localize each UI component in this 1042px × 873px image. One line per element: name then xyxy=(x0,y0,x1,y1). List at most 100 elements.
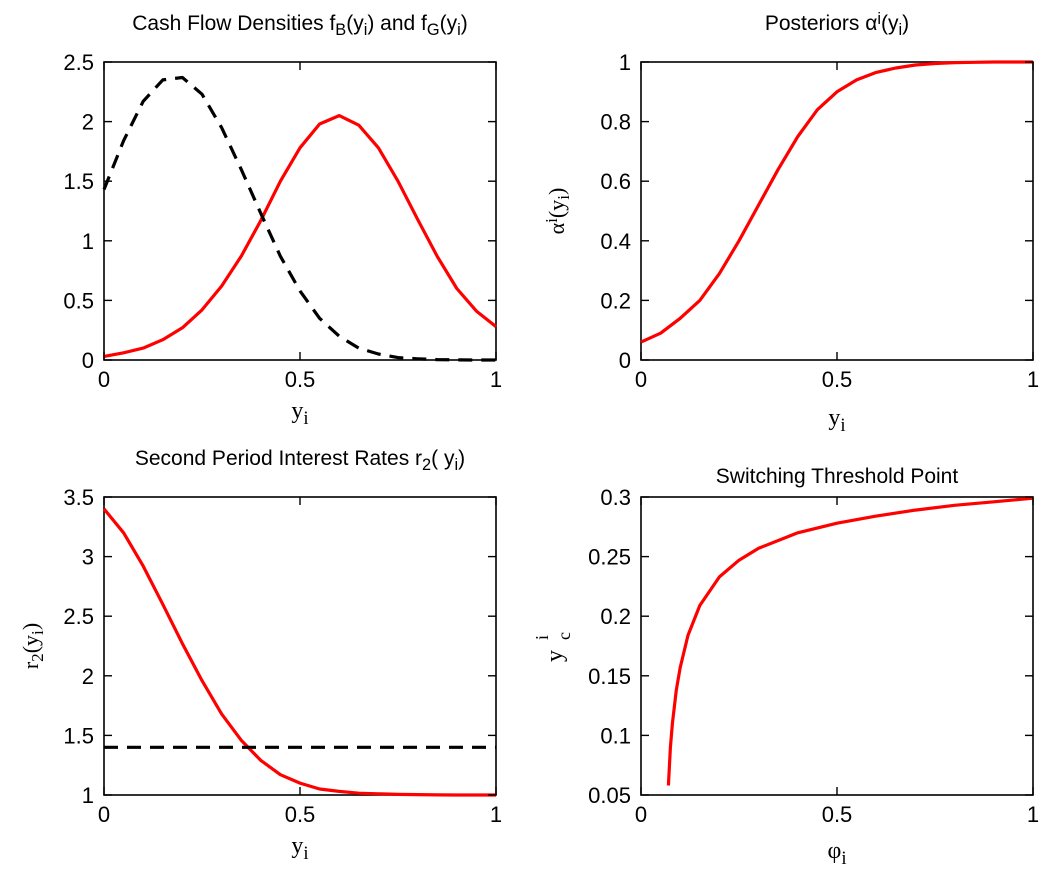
y-tick-label: 2 xyxy=(82,664,94,689)
chart-title-part-0: Switching Threshold Point xyxy=(716,465,959,488)
y-tick-label: 0.2 xyxy=(600,288,631,313)
y-tick-label: 1 xyxy=(82,229,94,254)
chart-title-part-0: Posteriors α xyxy=(765,12,878,35)
chart-title-part-1: i xyxy=(877,10,881,28)
chart-title: Switching Threshold Point xyxy=(716,465,959,488)
y-tick-label: 0 xyxy=(82,348,94,373)
axes-box xyxy=(640,496,1034,796)
solid-series-line-0 xyxy=(640,60,1033,344)
y-tick-label: 2.5 xyxy=(63,604,94,629)
chart-title-part-4: ) and f xyxy=(367,12,427,35)
y-tick-label: 3 xyxy=(82,545,94,570)
x-axis-label-part-0: φ xyxy=(827,838,841,864)
x-axis-label-part-1: i xyxy=(303,408,308,429)
y-axis-label-part-0: α xyxy=(544,222,569,234)
y-tick-label: 1 xyxy=(619,50,631,75)
x-axis-label-part-0: y xyxy=(291,833,303,859)
y-axis-label: αi(yi) xyxy=(542,188,573,235)
y-tick-label: 2.5 xyxy=(63,50,94,75)
chart-title-part-3: i xyxy=(454,456,458,474)
y-tick-label: 0.8 xyxy=(600,110,631,135)
x-axis-label-part-1: i xyxy=(841,848,846,869)
x-tick-label: 0 xyxy=(635,367,647,392)
y-tick-label: 0.4 xyxy=(600,229,631,254)
x-tick-label: 0 xyxy=(98,367,110,392)
y-tick-label: 0.15 xyxy=(588,664,631,689)
x-tick-label: 1 xyxy=(490,802,502,827)
x-tick-label: 0.5 xyxy=(285,802,316,827)
y-axis-label: r2(yi) xyxy=(18,623,47,669)
chart-title-part-2: ( y xyxy=(431,447,455,470)
x-tick-label: 0.5 xyxy=(822,367,853,392)
y-tick-label: 0.5 xyxy=(63,288,94,313)
chart-title: Cash Flow Densities fB(yi) and fG(yi) xyxy=(132,12,468,39)
y-axis-label-sup: i xyxy=(532,635,552,640)
x-tick-label: 1 xyxy=(490,367,502,392)
y-axis-label-part-1: i xyxy=(542,218,561,223)
x-axis-label-part-1: i xyxy=(840,415,845,436)
chart-title-part-1: B xyxy=(335,21,346,39)
x-tick-label: 1 xyxy=(1027,367,1039,392)
chart-title: Posteriors αi(yi) xyxy=(765,10,909,39)
y-axis-label-part-2: (y xyxy=(18,635,43,653)
dashed-series-line-1 xyxy=(102,75,496,362)
x-axis-label: yi xyxy=(828,405,845,436)
chart-title-part-2: (y xyxy=(881,12,899,35)
axes-box xyxy=(640,61,1034,361)
y-axis-label-part-2: (y xyxy=(544,200,569,218)
y-tick-label: 1 xyxy=(82,783,94,808)
y-axis-label-text: r2(yi) xyxy=(18,623,47,669)
chart-title: Second Period Interest Rates r2( yi) xyxy=(135,447,465,474)
y-tick-label: 3.5 xyxy=(63,485,94,510)
x-tick-label: 1 xyxy=(1027,802,1039,827)
solid-series-line-0 xyxy=(102,507,496,797)
chart-title-part-6: (y xyxy=(440,12,458,35)
y-axis-label-text: αi(yi) xyxy=(542,188,573,235)
y-tick-label: 1.5 xyxy=(63,723,94,748)
chart-title-part-3: i xyxy=(364,21,368,39)
chart-title-part-7: i xyxy=(457,21,461,39)
y-axis-label-part-0: r xyxy=(18,661,43,669)
y-axis-label-part-3: i xyxy=(28,630,47,635)
chart-title-part-1: 2 xyxy=(422,456,431,474)
chart-title-part-2: (y xyxy=(346,12,364,35)
y-axis-label-base: y xyxy=(542,650,568,662)
x-tick-label: 0 xyxy=(635,802,647,827)
x-tick-label: 0.5 xyxy=(822,802,853,827)
y-axis-label-part-4: ) xyxy=(544,188,569,195)
chart-title-part-0: Cash Flow Densities f xyxy=(132,12,335,35)
y-axis-label-part-4: ) xyxy=(18,623,43,630)
x-axis-label-part-1: i xyxy=(303,843,308,864)
y-tick-label: 1.5 xyxy=(63,169,94,194)
panel-switching-threshold: 0 0.5 1 0.05 0.1 0.15 0.2 0.25 0.3 Switching Thre… xyxy=(532,465,1039,869)
y-tick-label: 0.1 xyxy=(600,723,631,748)
x-axis-label-part-0: y xyxy=(828,405,840,431)
y-tick-label: 0.3 xyxy=(600,485,631,510)
y-tick-label: 0.6 xyxy=(600,169,631,194)
x-axis-label-part-0: y xyxy=(291,398,303,424)
chart-title-part-4: ) xyxy=(458,447,465,470)
chart-title-part-3: i xyxy=(899,21,903,39)
panel-interest-rates: 0 0.5 1 1 1.5 2 2.5 3 3.5 Second Period Interest … xyxy=(18,447,502,864)
axes-box xyxy=(103,496,497,796)
y-axis-label: y ci xyxy=(532,632,574,662)
x-axis-label: yi xyxy=(291,833,308,864)
axes-box xyxy=(103,61,497,361)
chart-title-part-0: Second Period Interest Rates r xyxy=(135,447,422,470)
solid-series-line-0 xyxy=(103,113,497,358)
chart-title-part-5: G xyxy=(427,21,440,39)
chart-title-part-8: ) xyxy=(461,12,468,35)
y-axis-label-part-1: 2 xyxy=(28,653,47,662)
y-axis-label-part-3: i xyxy=(554,195,573,200)
x-axis-label: yi xyxy=(291,398,308,429)
chart-title-part-4: ) xyxy=(902,12,909,35)
y-tick-label: 2 xyxy=(82,110,94,135)
solid-series-line-0 xyxy=(666,496,1034,786)
y-axis-label-sub: c xyxy=(554,632,574,640)
x-tick-label: 0.5 xyxy=(285,367,316,392)
y-tick-label: 0.2 xyxy=(600,604,631,629)
x-axis-label: φi xyxy=(827,838,846,869)
